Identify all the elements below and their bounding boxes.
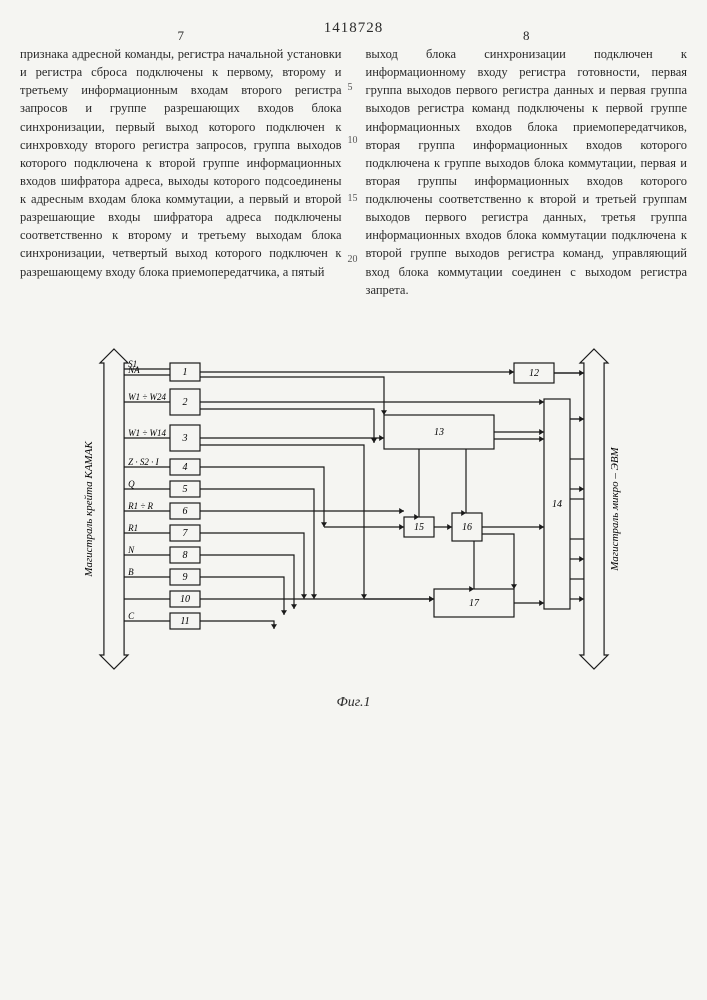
figure-caption: Фиг.1 — [20, 695, 687, 711]
document-number: 1418728 — [20, 20, 687, 37]
svg-text:16: 16 — [462, 522, 472, 533]
svg-text:7: 7 — [182, 528, 188, 539]
svg-text:N: N — [127, 545, 135, 555]
line-number-mark: 10 — [348, 134, 358, 149]
svg-text:13: 13 — [434, 427, 444, 438]
text-columns: 7 признака адресной команды, регистра на… — [20, 45, 687, 299]
left-column: 7 признака адресной команды, регистра на… — [20, 45, 342, 299]
svg-text:C: C — [128, 611, 135, 621]
right-col-number: 8 — [523, 27, 530, 46]
svg-text:8: 8 — [182, 550, 187, 561]
svg-text:R1 ÷ R: R1 ÷ R — [127, 501, 153, 511]
line-number-mark: 15 — [348, 192, 358, 207]
svg-text:5: 5 — [182, 484, 187, 495]
svg-text:10: 10 — [180, 594, 190, 605]
svg-text:9: 9 — [182, 572, 187, 583]
line-number-mark: 20 — [348, 253, 358, 268]
svg-text:14: 14 — [552, 499, 562, 510]
svg-text:W1 ÷ W24: W1 ÷ W24 — [128, 392, 166, 402]
svg-text:W1 ÷ W14: W1 ÷ W14 — [128, 428, 166, 438]
svg-text:R1: R1 — [127, 523, 138, 533]
svg-text:Магистраль микро – ЭВМ: Магистраль микро – ЭВМ — [609, 446, 621, 571]
right-column: 8 выход блока синхронизации подключен к … — [366, 45, 688, 299]
svg-text:Z · S2 · I: Z · S2 · I — [128, 457, 160, 467]
svg-text:12: 12 — [529, 368, 539, 379]
svg-text:6: 6 — [182, 506, 187, 517]
svg-text:NA: NA — [127, 365, 140, 375]
svg-text:17: 17 — [469, 598, 480, 609]
svg-text:15: 15 — [414, 522, 424, 533]
svg-text:Q: Q — [128, 479, 135, 489]
line-number-mark: 5 — [348, 81, 353, 96]
svg-text:1: 1 — [182, 367, 187, 378]
left-col-text: признака адресной команды, регистра нача… — [20, 47, 342, 279]
svg-text:B: B — [128, 567, 134, 577]
svg-text:3: 3 — [181, 433, 187, 444]
svg-text:2: 2 — [182, 397, 187, 408]
svg-text:Магистраль крейта КАМАК: Магистраль крейта КАМАК — [83, 440, 95, 577]
svg-text:4: 4 — [182, 462, 187, 473]
left-col-number: 7 — [178, 27, 185, 46]
circuit-diagram: Магистраль крейта КАМАК Магистраль микро … — [74, 329, 634, 689]
figure-container: Магистраль крейта КАМАК Магистраль микро … — [20, 329, 687, 689]
svg-text:11: 11 — [180, 616, 189, 627]
right-col-text: выход блока синхронизации подключен к ин… — [366, 47, 688, 297]
